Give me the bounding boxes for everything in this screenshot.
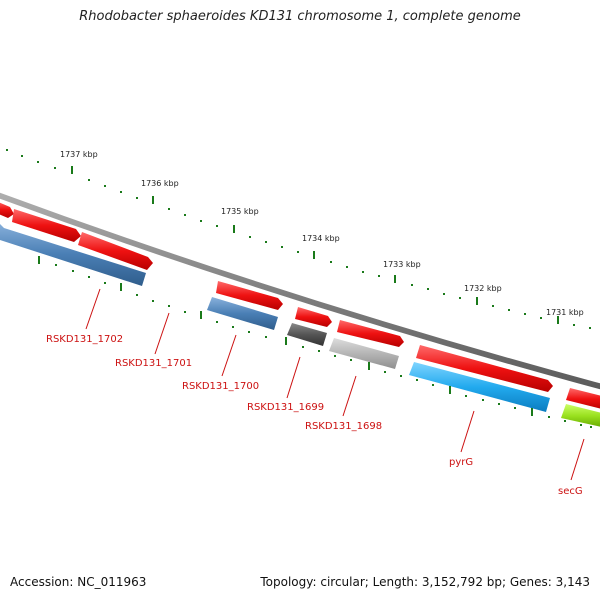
gene-label-secG: secG: [558, 486, 583, 497]
leader-secG: [570, 438, 585, 481]
leader-RSKD131_1700: [221, 334, 237, 377]
gene-forward-2: [78, 232, 153, 270]
gene-label-pyrG: pyrG: [449, 457, 473, 468]
leader-RSKD131_1699: [286, 356, 301, 399]
accession-text: Accession: NC_011963: [10, 575, 147, 589]
gene-pyrG: [409, 362, 550, 412]
scale-label-1736: 1736 kbp: [141, 179, 179, 188]
gene-labels: RSKD131_1702 RSKD131_1701 RSKD131_1700 R…: [46, 334, 583, 497]
gene-forward-6: [416, 345, 553, 392]
gene-RSKD131_1699: [287, 323, 327, 346]
gene-label-RSKD131_1698: RSKD131_1698: [305, 421, 382, 432]
scale-label-1734: 1734 kbp: [302, 234, 340, 243]
label-leaders: [85, 288, 585, 481]
leader-pyrG: [460, 410, 475, 453]
gene-forward-7: [566, 388, 600, 409]
gene-forward-0: [0, 202, 14, 218]
reverse-strand-genes: [0, 224, 600, 427]
scale-labels: 1737 kbp 1736 kbp 1735 kbp 1734 kbp 1733…: [60, 150, 584, 317]
scale-label-1732: 1732 kbp: [464, 284, 502, 293]
gene-forward-4: [295, 307, 332, 327]
leader-RSKD131_1698: [342, 375, 357, 417]
scale-label-1735: 1735 kbp: [221, 207, 259, 216]
scale-label-1733: 1733 kbp: [383, 260, 421, 269]
gene-label-RSKD131_1699: RSKD131_1699: [247, 402, 324, 413]
gene-forward-3: [216, 281, 283, 310]
gene-secG: [561, 404, 600, 427]
leader-RSKD131_1701: [154, 312, 170, 355]
chromosome-backbone: [0, 192, 600, 390]
gene-RSKD131_1702: [0, 224, 146, 286]
gene-label-RSKD131_1700: RSKD131_1700: [182, 381, 259, 392]
scale-label-1737: 1737 kbp: [60, 150, 98, 159]
genome-stats-text: Topology: circular; Length: 3,152,792 bp…: [260, 575, 590, 589]
gene-label-RSKD131_1702: RSKD131_1702: [46, 334, 123, 345]
gene-forward-1: [12, 209, 81, 242]
forward-strand-genes: [0, 202, 600, 409]
outer-tick-track: [6, 149, 591, 329]
leader-RSKD131_1702: [85, 288, 101, 330]
gene-RSKD131_1698: [329, 338, 399, 369]
inner-tick-track: [38, 256, 592, 428]
gene-forward-5: [337, 320, 404, 347]
map-title: Rhodobacter sphaeroides KD131 chromosome…: [79, 9, 521, 24]
gene-label-RSKD131_1701: RSKD131_1701: [115, 358, 192, 369]
gene-RSKD131_1700: [207, 297, 278, 330]
scale-label-1731: 1731 kbp: [546, 308, 584, 317]
